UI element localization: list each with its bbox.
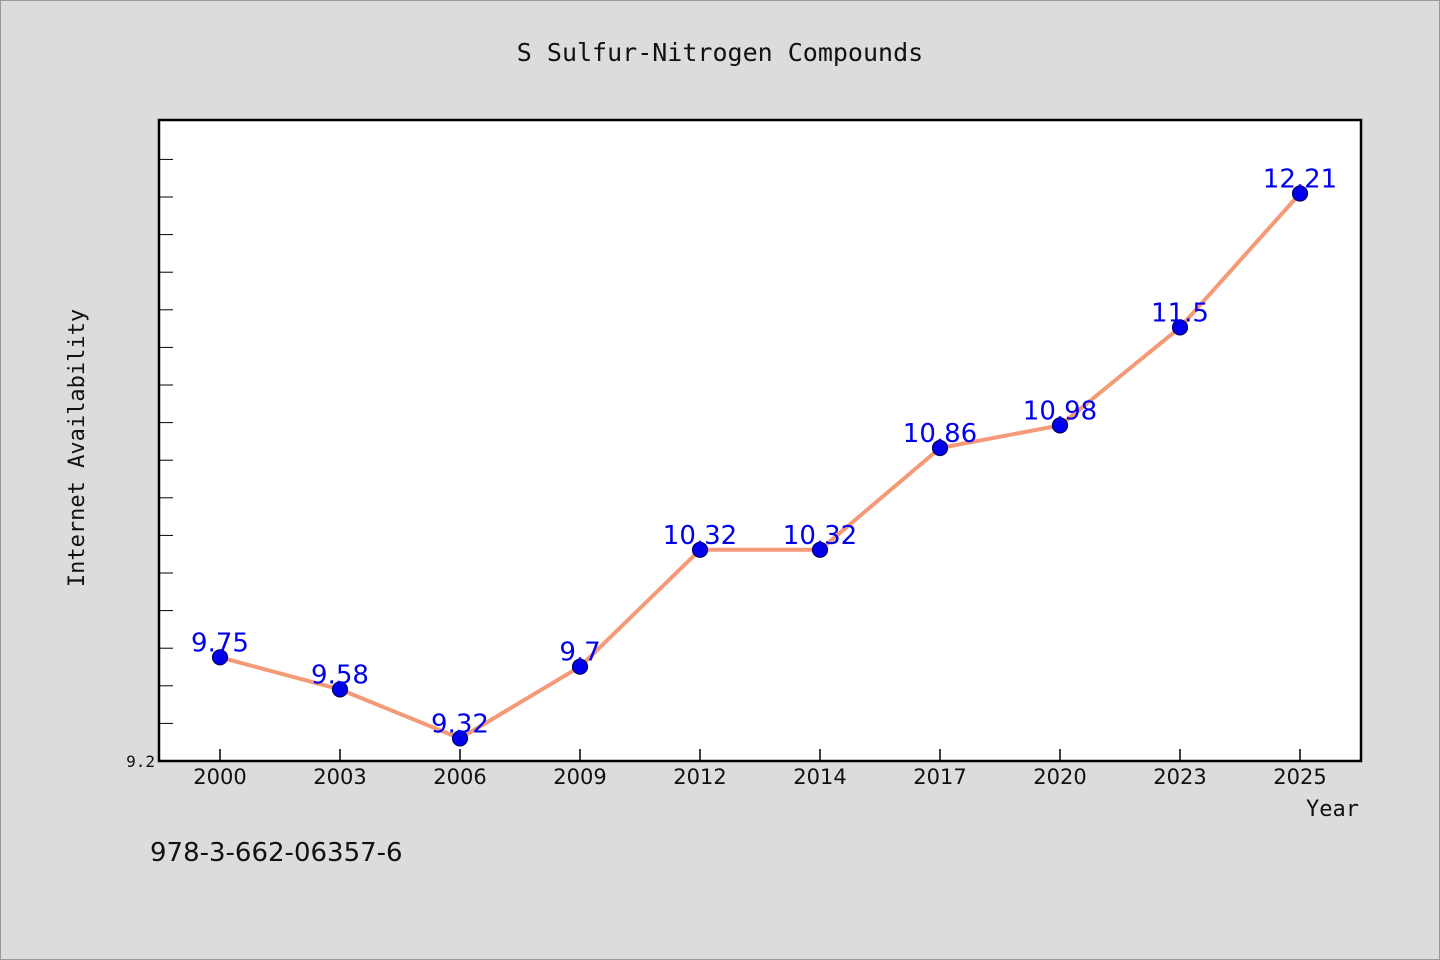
marker-2012 [691, 541, 709, 558]
x-tick-label-2000: 2000 [193, 765, 246, 789]
x-tick-label-2017: 2017 [913, 765, 966, 789]
data-labels: 9.75 9.58 9.32 9.7 10.32 10.32 10.86 10.98 11.5 1… [191, 165, 1337, 740]
x-tick-label-2014: 2014 [793, 765, 846, 789]
series-line [218, 191, 1302, 741]
data-label-2023: 11.5 [1151, 298, 1209, 328]
x-tick-label-2003: 2003 [313, 765, 366, 789]
y-axis-tick-labels: 9.2 [126, 752, 155, 771]
data-label-2000: 9.75 [191, 628, 249, 658]
marker-2009 [571, 658, 589, 675]
chart-title: S Sulfur-Nitrogen Compounds [517, 38, 923, 67]
data-label-2012: 10.32 [663, 521, 737, 551]
data-label-2009: 9.7 [559, 638, 600, 668]
marker-2006 [451, 730, 469, 747]
x-axis-label: Year [1306, 797, 1359, 822]
data-label-2014: 10.32 [783, 521, 857, 551]
y-axis-ticks [159, 158, 173, 724]
x-tick-label-2012: 2012 [673, 765, 726, 789]
x-axis-tick-labels: 2000 2003 2006 2009 2012 2014 2017 2020 2023 2025 [193, 765, 1326, 789]
marker-2020 [1051, 417, 1069, 434]
marker-2023 [1171, 319, 1189, 336]
x-tick-label-2020: 2020 [1033, 765, 1086, 789]
isbn-note: 978-3-662-06357-6 [150, 838, 403, 868]
y-axis-label: Internet Availability [65, 309, 90, 587]
marker-2000 [211, 649, 229, 666]
x-tick-label-2009: 2009 [553, 765, 606, 789]
marker-2017 [931, 439, 949, 457]
x-tick-label-2023: 2023 [1153, 765, 1206, 789]
marker-2025 [1291, 185, 1309, 202]
data-label-2006: 9.32 [431, 709, 489, 739]
data-label-2017: 10.86 [903, 419, 977, 449]
y-tick-label-0: 9.2 [126, 752, 155, 771]
x-axis-ticks [219, 749, 1301, 761]
marker-2014 [811, 541, 829, 558]
plot-area [157, 118, 1363, 763]
data-label-2025: 12.21 [1263, 165, 1337, 195]
series-markers [211, 185, 1309, 747]
x-tick-label-2006: 2006 [433, 765, 486, 789]
data-label-2020: 10.98 [1023, 396, 1097, 426]
marker-2003 [331, 681, 349, 698]
x-tick-label-2025: 2025 [1273, 765, 1326, 789]
data-label-2003: 9.58 [311, 660, 369, 690]
